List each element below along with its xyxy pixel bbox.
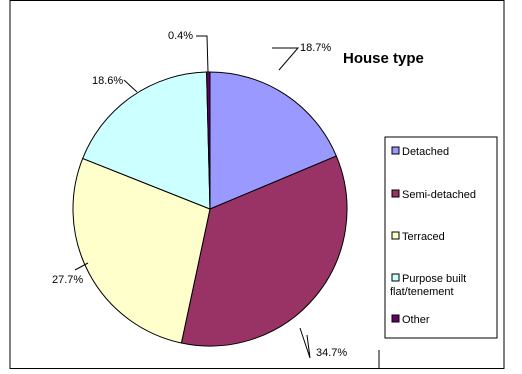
pct-label-detached: 18.7% — [300, 42, 331, 54]
legend-swatch-detached — [391, 146, 400, 155]
pie-slices — [72, 71, 348, 347]
leader-line-0 — [272, 47, 300, 71]
legend-label-detached: Detached — [402, 146, 449, 158]
legend-swatch-terraced — [391, 231, 400, 240]
leader-line-3 — [123, 79, 138, 93]
pie-slice-detached — [209, 71, 337, 210]
legend: Detached Semi-detached Terraced Purpose bui… — [384, 136, 498, 339]
pct-label-terraced: 27.7% — [52, 274, 83, 286]
legend-label-semi-detached: Semi-detached — [402, 189, 476, 201]
legend-swatch-purpose-built-flat-tenement — [391, 273, 400, 282]
chart-title: House type — [343, 50, 424, 67]
leader-line-2 — [74, 262, 89, 271]
pie-slice-purpose-built-flat-tenement — [82, 71, 211, 210]
legend-label-purpose-built-flat-tenement: Purpose built flat/tenement — [390, 273, 466, 298]
percentage-labels: 18.7% 34.7% 27.7% 18.6% 0.4% — [52, 30, 347, 359]
legend-box — [384, 136, 498, 339]
leader-line-4 — [196, 35, 209, 73]
label-leader-lines — [74, 35, 311, 359]
legend-label-other: Other — [402, 314, 430, 326]
pie-slice-terraced — [72, 157, 211, 344]
legend-swatch-semi-detached — [391, 189, 400, 198]
pct-label-semi-detached: 34.7% — [316, 347, 347, 359]
legend-label-terraced: Terraced — [402, 231, 445, 243]
pie-slice-other — [206, 71, 211, 210]
legend-swatch-other — [391, 314, 400, 323]
pct-label-purpose-built-flat-tenement: 18.6% — [92, 75, 123, 87]
pie-slice-semi-detached — [180, 155, 348, 347]
leader-line-1 — [299, 327, 311, 359]
pct-label-other: 0.4% — [168, 30, 193, 42]
